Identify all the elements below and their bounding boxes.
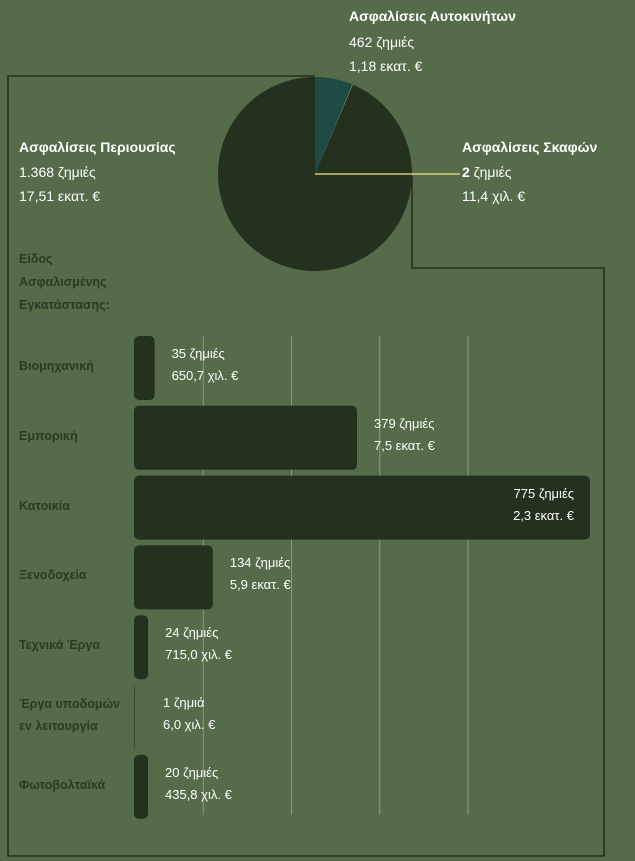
category-label-3: Ξενοδοχεία (19, 568, 87, 583)
pie-label-auto-amount: 1,18 εκατ. € (349, 58, 423, 74)
pie-label-auto-count: 462 ζημιές (349, 34, 415, 50)
pie-label-boats-title: Ασφαλίσεις Σκαφών (462, 139, 598, 155)
bar-0 (134, 336, 155, 400)
bar-chart-title-line-3: Εγκατάστασης: (19, 298, 110, 312)
category-label-5-line-2: εν λειτουργία (19, 719, 98, 733)
bar-count-label-0: 35 ζημιές (171, 346, 225, 361)
bar-count-label-3: 134 ζημιές (229, 555, 291, 571)
bar-4 (134, 615, 149, 680)
bar-chart-title-line-2: Ασφαλισμένης (19, 275, 107, 289)
frame-outline (7, 75, 605, 857)
bar-count-label-2: 775 ζημιές (513, 485, 574, 501)
bar-amount-label-0: 650,7 χιλ. € (171, 368, 239, 383)
pie-slice-1 (315, 84, 353, 174)
bar-count-label-4: 24 ζημιές (165, 625, 219, 641)
bar-5 (134, 685, 135, 749)
bar-count-label-1: 379 ζημιές (373, 415, 435, 431)
pie-label-property-count: 1.368 ζημιές (19, 164, 96, 180)
pie-label-boats-count-suffix: ζημιές (469, 164, 512, 180)
pie-chart (217, 77, 460, 271)
bar-count-label-5: 1 ζημιά (163, 695, 205, 710)
bar-amount-label-2: 2,3 εκατ. € (513, 507, 574, 523)
bar-amount-label-5: 6,0 χιλ. € (163, 717, 216, 732)
bar-chart (134, 336, 590, 819)
pie-label-property-title: Ασφαλίσεις Περιουσίας (19, 139, 176, 155)
pie-label-boats-count-number: 2 (462, 164, 470, 180)
bar-2 (134, 475, 590, 540)
bar-count-label-6: 20 ζημιές (165, 764, 219, 780)
category-label-5-line-1: Έργα υποδομών (19, 697, 121, 711)
category-label-1: Εμπορική (19, 428, 78, 443)
bar-1 (134, 405, 357, 470)
pie-slice-0 (315, 77, 353, 174)
bar-amount-label-6: 435,8 χιλ. € (165, 786, 232, 802)
category-label-2: Κατοικία (19, 498, 70, 513)
bar-amount-label-4: 715,0 χιλ. € (165, 647, 232, 663)
category-label-0: Βιομηχανική (19, 359, 94, 373)
pie-label-boats-count: 2 ζημιές (462, 164, 512, 180)
pie-label-property-amount: 17,51 εκατ. € (19, 188, 101, 204)
category-label-6: Φωτοβολταϊκά (19, 777, 106, 792)
bar-6 (134, 754, 148, 819)
bar-amount-label-1: 7,5 εκατ. € (373, 437, 435, 453)
pie-label-auto-title: Ασφαλίσεις Αυτοκινήτων (349, 8, 516, 24)
bar-3 (134, 545, 213, 610)
pie-label-boats-amount: 11,4 χιλ. € (462, 188, 526, 204)
bar-chart-title-line-1: Είδος (19, 252, 53, 266)
bar-amount-label-3: 5,9 εκατ. € (229, 577, 291, 593)
category-label-4: Τεχνικά Έργα (19, 638, 101, 653)
